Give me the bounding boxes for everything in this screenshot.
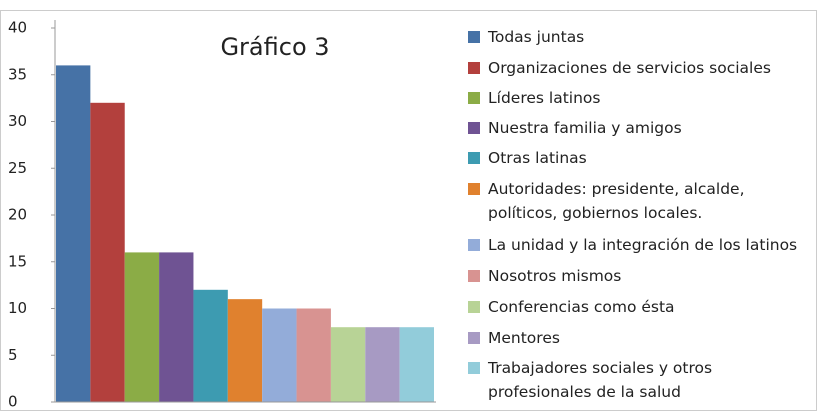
legend-swatch <box>468 122 480 134</box>
bar <box>193 289 228 402</box>
legend-item: Nosotros mismos <box>468 264 621 288</box>
legend-swatch <box>468 270 480 282</box>
bar <box>262 308 297 402</box>
bar <box>296 308 331 402</box>
legend-label: Todas juntas <box>488 28 585 46</box>
legend-item: Autoridades: presidente, alcalde, políti… <box>468 177 745 225</box>
legend-label: Autoridades: presidente, alcalde, políti… <box>488 180 745 222</box>
y-tick-label: 0 <box>8 393 18 411</box>
legend-swatch <box>468 152 480 164</box>
y-tick-label: 25 <box>8 159 27 177</box>
chart-title: Gráfico 3 <box>220 33 329 61</box>
legend-label: Líderes latinos <box>488 89 601 107</box>
legend-item: Nuestra familia y amigos <box>468 116 682 140</box>
legend-label: Organizaciones de servicios sociales <box>488 59 771 77</box>
y-tick-label: 40 <box>8 19 27 37</box>
bar <box>365 327 400 402</box>
bar <box>227 299 263 402</box>
legend-swatch <box>468 31 480 43</box>
bar <box>330 327 366 402</box>
bar <box>124 252 160 402</box>
legend-item: Organizaciones de servicios sociales <box>468 56 771 80</box>
legend-swatch <box>468 239 480 251</box>
legend-label: Otras latinas <box>488 149 587 167</box>
bar <box>56 65 91 403</box>
legend-item: Mentores <box>468 326 560 350</box>
legend-item: Todas juntas <box>468 25 584 49</box>
legend-item: Líderes latinos <box>468 86 600 110</box>
legend-swatch <box>468 332 480 344</box>
legend-label: Trabajadores sociales y otros profesiona… <box>488 359 713 401</box>
legend-item: Trabajadores sociales y otros profesiona… <box>468 356 712 404</box>
bar <box>159 252 194 402</box>
legend-item: Otras latinas <box>468 146 587 170</box>
legend-label: Conferencias como ésta <box>488 298 675 316</box>
y-tick-label: 20 <box>8 206 27 224</box>
y-tick-label: 10 <box>8 299 27 317</box>
bar <box>90 102 125 403</box>
y-tick-label: 5 <box>8 346 18 364</box>
legend-label: Mentores <box>488 329 560 347</box>
legend-label: La unidad y la integración de los latino… <box>488 236 798 254</box>
bar <box>399 327 434 402</box>
frame <box>0 10 817 411</box>
legend-swatch <box>468 92 480 104</box>
legend-swatch <box>468 362 480 374</box>
legend-item: La unidad y la integración de los latino… <box>468 233 797 257</box>
legend-label: Nosotros mismos <box>488 267 622 285</box>
legend-label: Nuestra familia y amigos <box>488 119 682 137</box>
legend-swatch <box>468 183 480 195</box>
legend-item: Conferencias como ésta <box>468 295 675 319</box>
y-tick-label: 15 <box>8 252 27 270</box>
legend-swatch <box>468 301 480 313</box>
legend-swatch <box>468 62 480 74</box>
y-tick-label: 30 <box>8 112 27 130</box>
y-tick-label: 35 <box>8 65 27 83</box>
